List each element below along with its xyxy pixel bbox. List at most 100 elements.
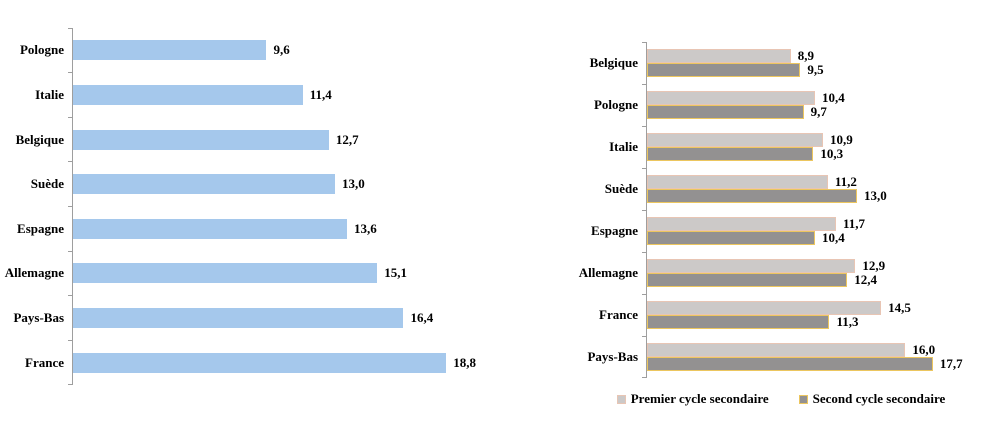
value-label: 15,1: [384, 265, 407, 281]
legend-item: Premier cycle secondaire: [616, 391, 769, 407]
legend-item: Second cycle secondaire: [798, 391, 946, 407]
value-label: 12,9: [862, 258, 886, 273]
series-subrow: 10,9: [647, 132, 970, 147]
bar-row: Espagne 13,6: [6, 206, 482, 252]
value-label: 10,3: [820, 146, 844, 161]
category-label: Espagne: [591, 223, 638, 238]
bar-row: Belgique 8,9 9,5: [576, 41, 976, 84]
bar: [73, 218, 348, 239]
bar-premier-cycle: [647, 217, 836, 231]
series-subrow: 10,4: [647, 90, 970, 105]
bar-second-cycle: [647, 147, 814, 161]
value-label: 9,5: [807, 62, 824, 77]
value-label: 11,4: [309, 86, 332, 102]
series-subrow: 13,0: [647, 188, 970, 203]
bar-second-cycle: [647, 105, 804, 119]
category-label: Espagne: [17, 220, 64, 236]
bar: [73, 308, 404, 329]
bar-row: Suède 13,0: [6, 161, 482, 207]
bar-second-cycle: [647, 273, 848, 287]
series-subrow: 8,9: [647, 48, 970, 63]
plot-zone: 16,0 17,7: [642, 335, 970, 378]
legend-label: Premier cycle secondaire: [630, 391, 769, 406]
value-label: 8,9: [797, 48, 814, 63]
category-label: Pays-Bas: [13, 310, 64, 326]
value-label: 16,4: [410, 310, 434, 326]
bar-premier-cycle: [647, 301, 882, 315]
legend: Premier cycle secondaire Second cycle sec…: [576, 391, 986, 407]
bar-row: Belgique 12,7: [6, 116, 482, 162]
bar: [73, 174, 335, 195]
category-label: Allemagne: [4, 265, 64, 281]
bar-premier-cycle: [647, 259, 856, 273]
category-label: France: [599, 307, 638, 322]
value-label: 9,6: [273, 42, 290, 58]
plot-zone: 14,5 11,3: [642, 293, 970, 336]
category-label: Pays-Bas: [587, 349, 638, 364]
category-label: France: [25, 354, 64, 370]
value-label: 10,4: [821, 230, 845, 245]
bar: [73, 263, 378, 284]
bar-row: Suède 11,2 13,0: [576, 167, 976, 210]
category-label: Suède: [30, 176, 64, 192]
plot-zone: 11,4: [68, 72, 476, 118]
series-subrow: 11,2: [647, 174, 970, 189]
plot-zone: 12,9 12,4: [642, 251, 970, 294]
plot-zone: 10,9 10,3: [642, 125, 970, 168]
value-label: 13,0: [341, 176, 365, 192]
series-subrow: 9,5: [647, 62, 970, 77]
series-subrow: 10,4: [647, 230, 970, 245]
bar-premier-cycle: [647, 49, 791, 63]
series-subrow: 12,9: [647, 258, 970, 273]
category-label: Italie: [35, 86, 64, 102]
plot-zone: 11,2 13,0: [642, 167, 970, 210]
value-label: 11,7: [842, 216, 865, 231]
value-label: 13,0: [863, 188, 887, 203]
plot-zone: 9,6: [68, 27, 476, 73]
category-label: Pologne: [19, 42, 64, 58]
series-subrow: 11,7: [647, 216, 970, 231]
bar: [73, 40, 267, 61]
legend-swatch-icon: [798, 394, 808, 404]
bar-premier-cycle: [647, 91, 815, 105]
legend-label: Second cycle secondaire: [812, 391, 946, 406]
category-label: Allemagne: [578, 265, 638, 280]
value-label: 10,4: [821, 90, 845, 105]
bar-row: Allemagne 15,1: [4, 250, 482, 296]
right-chart-rows: Belgique 8,9 9,5 Pologne 10,4 9,7 Italie 10,9 10…: [576, 41, 976, 378]
value-label: 12,4: [854, 272, 877, 287]
bar-row: Italie 10,9 10,3: [576, 125, 976, 168]
value-label: 13,6: [354, 220, 377, 236]
category-label: Italie: [609, 139, 638, 154]
series-subrow: 17,7: [647, 356, 970, 371]
bar-second-cycle: [647, 189, 857, 203]
category-label: Belgique: [15, 131, 64, 147]
series-subrow: 10,3: [647, 146, 970, 161]
bar: [73, 352, 447, 373]
category-label: Pologne: [593, 97, 638, 112]
bar-row: Pologne 10,4 9,7: [576, 83, 976, 126]
value-label: 12,7: [335, 131, 359, 147]
single-series-bar-chart: Pologne 9,6 Italie 11,4 Belgique 12,7 Suède 13,…: [4, 27, 482, 385]
bar-second-cycle: [647, 231, 815, 245]
bar-row: France 18,8: [6, 339, 482, 385]
value-label: 10,9: [830, 132, 853, 147]
value-label: 16,0: [912, 342, 936, 357]
series-subrow: 16,0: [647, 342, 970, 357]
series-subrow: 14,5: [647, 300, 970, 315]
series-subrow: 9,7: [647, 104, 970, 119]
grouped-bar-chart: Belgique 8,9 9,5 Pologne 10,4 9,7 Italie 10,9 10…: [576, 41, 976, 378]
bar-row: France 14,5 11,3: [576, 293, 976, 336]
value-label: 11,3: [836, 314, 859, 329]
bar-second-cycle: [647, 63, 801, 77]
bar-premier-cycle: [647, 343, 906, 357]
legend-swatch-icon: [616, 394, 626, 404]
plot-zone: 15,1: [68, 250, 476, 296]
plot-zone: 12,7: [68, 116, 476, 162]
value-label: 14,5: [888, 300, 911, 315]
plot-zone: 8,9 9,5: [642, 41, 970, 84]
bar-row: Italie 11,4: [6, 72, 482, 118]
bar-premier-cycle: [647, 133, 824, 147]
bar-second-cycle: [647, 315, 830, 329]
category-label: Belgique: [589, 55, 638, 70]
